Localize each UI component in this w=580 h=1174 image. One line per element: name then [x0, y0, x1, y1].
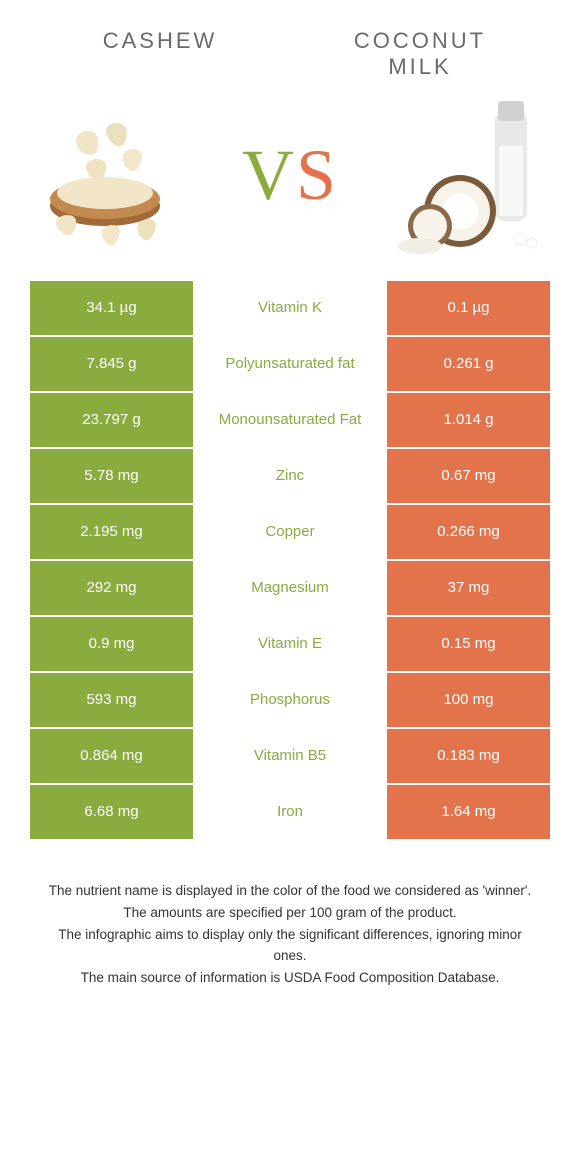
table-row: 5.78 mgZinc0.67 mg [30, 449, 550, 505]
right-value-cell: 1.64 mg [385, 785, 550, 839]
table-row: 23.797 gMonounsaturated Fat1.014 g [30, 393, 550, 449]
left-value-cell: 23.797 g [30, 393, 195, 447]
vs-v-letter: V [242, 135, 296, 215]
right-value-cell: 0.266 mg [385, 505, 550, 559]
table-row: 6.68 mgIron1.64 mg [30, 785, 550, 841]
right-value-cell: 0.261 g [385, 337, 550, 391]
left-value-cell: 0.9 mg [30, 617, 195, 671]
table-row: 593 mgPhosphorus100 mg [30, 673, 550, 729]
right-value-cell: 0.15 mg [385, 617, 550, 671]
right-food-title: COCONUT MILK [320, 28, 520, 81]
table-row: 0.9 mgVitamin E0.15 mg [30, 617, 550, 673]
left-value-cell: 292 mg [30, 561, 195, 615]
left-value-cell: 5.78 mg [30, 449, 195, 503]
left-value-cell: 2.195 mg [30, 505, 195, 559]
right-value-cell: 0.67 mg [385, 449, 550, 503]
table-row: 0.864 mgVitamin B50.183 mg [30, 729, 550, 785]
nutrient-name-cell: Vitamin B5 [195, 729, 385, 783]
nutrient-name-cell: Magnesium [195, 561, 385, 615]
left-value-cell: 593 mg [30, 673, 195, 727]
footer-line: The nutrient name is displayed in the co… [40, 881, 540, 901]
left-value-cell: 7.845 g [30, 337, 195, 391]
nutrient-name-cell: Phosphorus [195, 673, 385, 727]
nutrient-name-cell: Copper [195, 505, 385, 559]
footer-line: The infographic aims to display only the… [40, 925, 540, 966]
table-row: 292 mgMagnesium37 mg [30, 561, 550, 617]
nutrient-name-cell: Zinc [195, 449, 385, 503]
table-row: 7.845 gPolyunsaturated fat0.261 g [30, 337, 550, 393]
left-value-cell: 0.864 mg [30, 729, 195, 783]
table-row: 34.1 µgVitamin K0.1 µg [30, 281, 550, 337]
images-row: VS [0, 81, 580, 281]
left-value-cell: 34.1 µg [30, 281, 195, 335]
left-food-title: CASHEW [60, 28, 260, 54]
vs-s-letter: S [296, 135, 338, 215]
footer-notes: The nutrient name is displayed in the co… [0, 841, 580, 988]
nutrient-name-cell: Polyunsaturated fat [195, 337, 385, 391]
footer-line: The amounts are specified per 100 gram o… [40, 903, 540, 923]
nutrient-name-cell: Vitamin K [195, 281, 385, 335]
nutrient-table: 34.1 µgVitamin K0.1 µg7.845 gPolyunsatur… [0, 281, 580, 841]
left-value-cell: 6.68 mg [30, 785, 195, 839]
right-value-cell: 0.1 µg [385, 281, 550, 335]
cashew-image [20, 91, 190, 261]
header: CASHEW COCONUT MILK [0, 0, 580, 81]
nutrient-name-cell: Iron [195, 785, 385, 839]
right-value-cell: 37 mg [385, 561, 550, 615]
nutrient-name-cell: Vitamin E [195, 617, 385, 671]
coconut-milk-image [390, 91, 560, 261]
nutrient-name-cell: Monounsaturated Fat [195, 393, 385, 447]
right-value-cell: 100 mg [385, 673, 550, 727]
vs-label: VS [242, 134, 338, 217]
right-value-cell: 0.183 mg [385, 729, 550, 783]
table-row: 2.195 mgCopper0.266 mg [30, 505, 550, 561]
footer-line: The main source of information is USDA F… [40, 968, 540, 988]
right-value-cell: 1.014 g [385, 393, 550, 447]
